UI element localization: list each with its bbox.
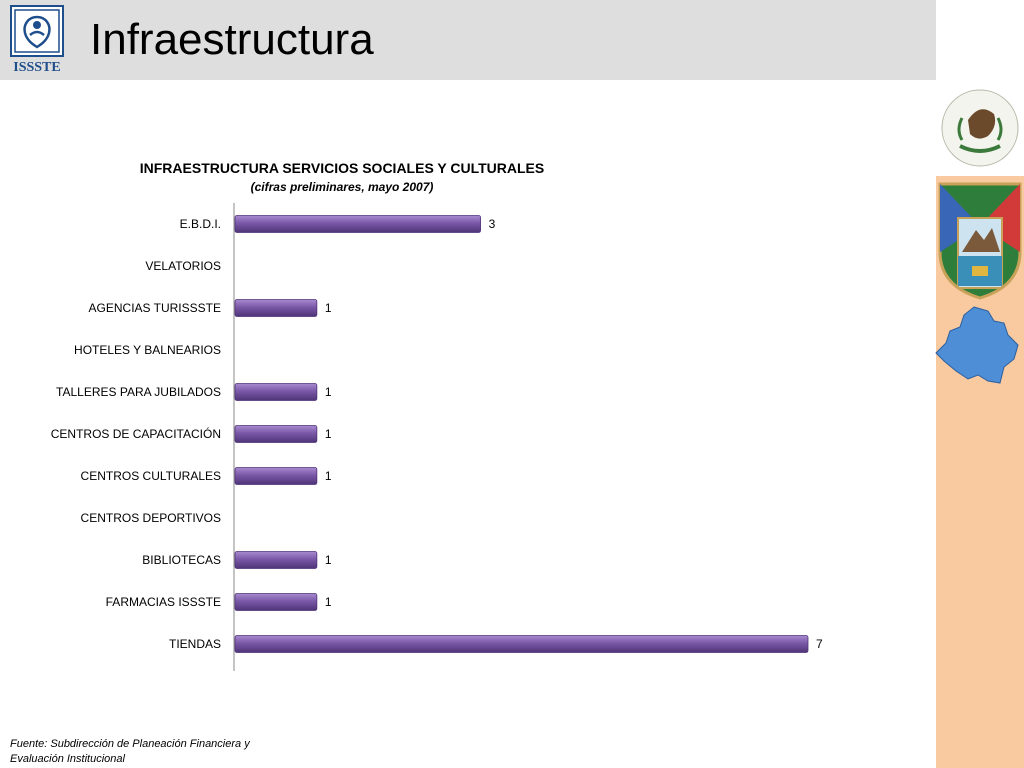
right-top-blank	[936, 0, 1024, 80]
header-bar	[0, 0, 936, 80]
category-label: CENTROS DE CAPACITACIÓN	[51, 426, 221, 441]
value-label: 1	[325, 385, 332, 399]
issste-logo: ISSSTE	[10, 5, 64, 75]
value-label: 1	[325, 553, 332, 567]
category-label: E.B.D.I.	[180, 217, 221, 231]
state-coat-of-arms	[938, 182, 1022, 300]
mexico-seal	[936, 80, 1024, 176]
chart-title: INFRAESTRUCTURA SERVICIOS SOCIALES Y CUL…	[139, 160, 545, 176]
page-title: Infraestructura	[90, 15, 374, 64]
bar-chart: E.B.D.I. 3 VELATORIOS AGENCIAS TURISSSTE 1 HO…	[51, 203, 823, 671]
category-label: HOTELES Y BALNEARIOS	[74, 343, 221, 357]
chart-subtitle: (cifras preliminares, mayo 2007)	[250, 180, 434, 194]
logo-text: ISSSTE	[13, 60, 60, 75]
bar	[234, 215, 481, 233]
value-label: 1	[325, 469, 332, 483]
value-label: 3	[489, 217, 496, 231]
value-label: 1	[325, 301, 332, 315]
value-label: 7	[816, 637, 823, 651]
category-label: TIENDAS	[169, 637, 221, 651]
bar	[234, 467, 318, 485]
bar	[234, 593, 318, 611]
state-map	[935, 306, 1019, 384]
category-label: TALLERES PARA JUBILADOS	[56, 385, 221, 399]
value-label: 1	[325, 427, 332, 441]
source-note: Fuente: Subdirección de Planeación Finan…	[10, 737, 290, 767]
category-label: AGENCIAS TURISSSTE	[89, 301, 221, 315]
value-label: 1	[325, 595, 332, 609]
category-label: FARMACIAS ISSSTE	[106, 595, 221, 609]
bar	[234, 299, 318, 317]
bar	[234, 383, 318, 401]
bar	[234, 425, 318, 443]
category-label: VELATORIOS	[145, 259, 221, 273]
category-label: CENTROS DEPORTIVOS	[81, 511, 221, 525]
category-label: CENTROS CULTURALES	[81, 469, 221, 483]
bar	[234, 551, 318, 569]
source-line-2: Evaluación Institucional	[10, 753, 125, 765]
bar	[234, 635, 809, 653]
category-label: BIBLIOTECAS	[142, 553, 221, 567]
source-line-1: Fuente: Subdirección de Planeación Finan…	[10, 738, 250, 750]
